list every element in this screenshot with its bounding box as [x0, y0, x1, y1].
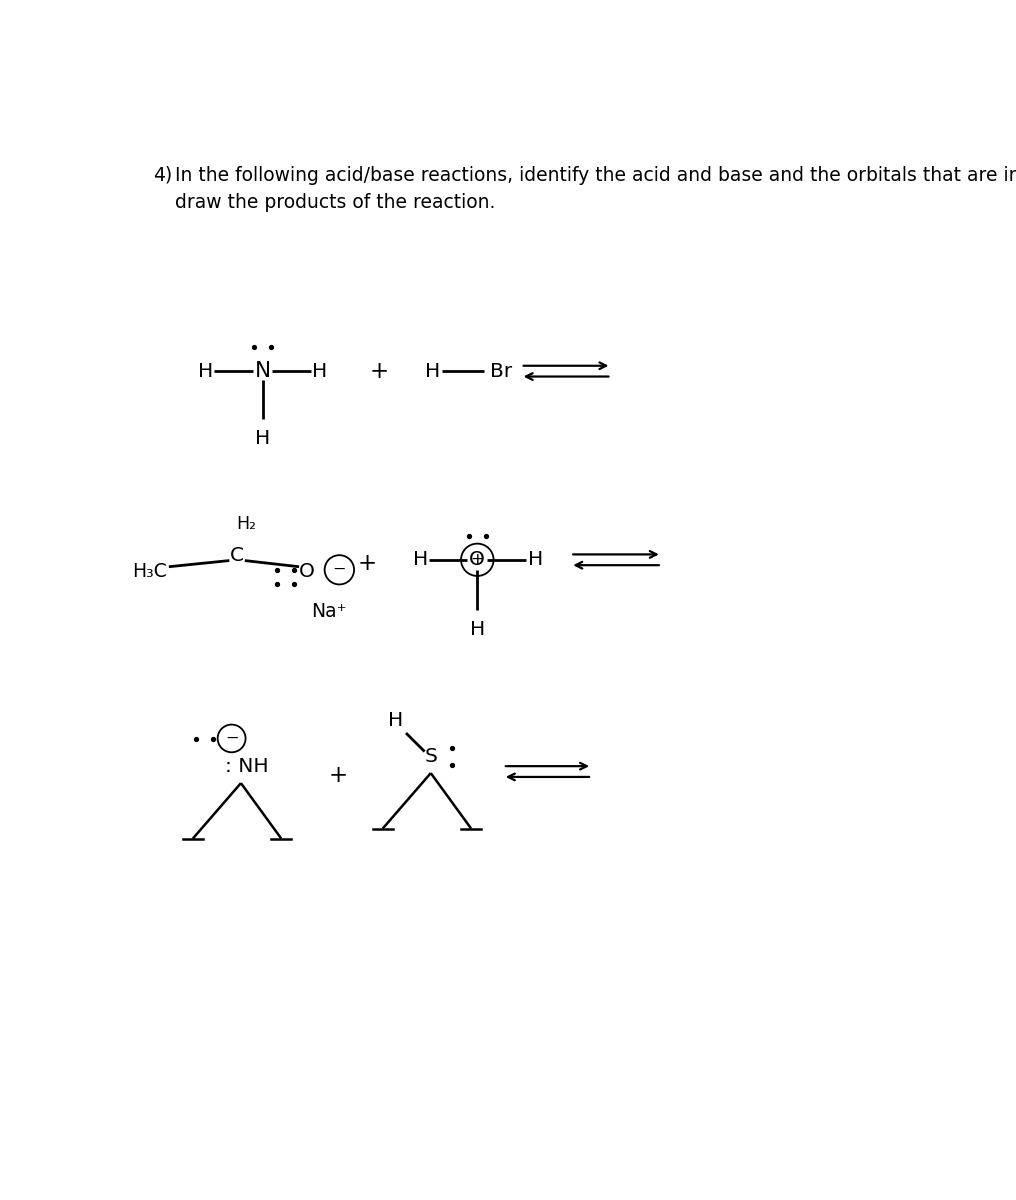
Text: O: O [299, 562, 315, 581]
Text: H: H [312, 361, 327, 380]
Text: H: H [469, 619, 485, 638]
Text: H: H [414, 551, 429, 569]
Text: −: − [332, 563, 346, 577]
Text: +: + [358, 552, 377, 575]
Text: N: N [255, 361, 270, 382]
Text: S: S [425, 746, 437, 766]
Text: +: + [328, 764, 347, 787]
Text: Br: Br [491, 361, 512, 380]
Text: Na⁺: Na⁺ [311, 602, 346, 620]
Text: H: H [255, 430, 270, 449]
Text: O: O [469, 551, 486, 569]
Text: H: H [387, 712, 402, 731]
Text: −: − [225, 731, 239, 746]
Text: H: H [426, 361, 441, 380]
Text: H₃C: H₃C [132, 562, 168, 581]
Text: 4): 4) [152, 166, 172, 185]
Text: +: + [369, 360, 388, 383]
Text: H₂: H₂ [237, 515, 256, 533]
Text: In the following acid/base reactions, identify the acid and base and the orbital: In the following acid/base reactions, id… [175, 166, 1016, 185]
Text: C: C [230, 546, 244, 565]
Text: H: H [527, 551, 543, 569]
Text: draw the products of the reaction.: draw the products of the reaction. [175, 193, 496, 212]
Text: H: H [198, 361, 213, 380]
Text: : NH: : NH [226, 757, 269, 775]
Text: +: + [470, 552, 484, 568]
